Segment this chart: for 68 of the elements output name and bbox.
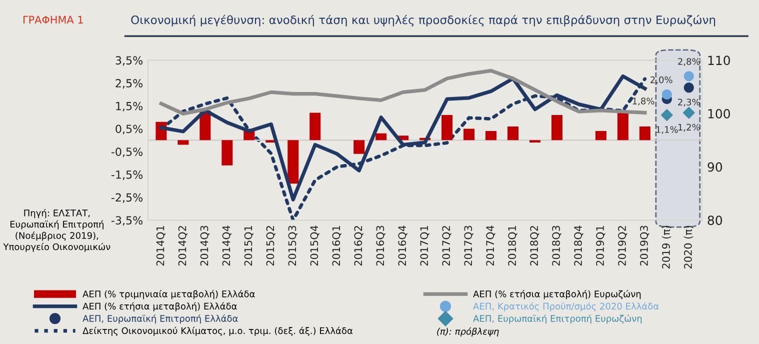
bar	[464, 128, 475, 140]
bar	[595, 131, 606, 140]
bar	[442, 115, 453, 140]
text: (π): πρόβλεψη	[437, 327, 499, 337]
bar	[551, 115, 562, 140]
x-tick-label: 2019Q3	[640, 226, 650, 266]
x-tick-label: 2014Q2	[178, 226, 188, 266]
y-tick-label: 2,5%	[116, 79, 143, 89]
x-tick-label: 2019 (π)	[662, 226, 672, 268]
x-tick-label: 2015Q2	[266, 226, 276, 266]
y-tick-label: 0,5%	[116, 124, 143, 134]
y-tick-label: 1,5%	[116, 102, 143, 112]
x-tick-label: 2014Q4	[222, 226, 232, 266]
text: ΑΕΠ, Κρατικός Προϋπ/σμός 2020 Ελλάδα	[473, 302, 659, 312]
x-tick-label: 2019Q2	[618, 226, 628, 266]
legend-label: ΑΕΠ (% ετήσια μεταβολή) Ευρωζώνη	[473, 290, 641, 300]
text: Πηγή: ΕΛΣΤΑΤ, Ευρωπαϊκή Επιτροπή (Νοέμβριος 2019), Υπουργείο Οικονομικών	[3, 209, 110, 252]
bar	[178, 140, 189, 145]
x-tick-label: 2017Q4	[486, 226, 496, 266]
data-label: 1,2%	[678, 124, 700, 132]
x-tick-label: 2015Q4	[310, 226, 320, 266]
bar	[376, 133, 387, 140]
x-tick-label: 2016Q3	[376, 226, 386, 266]
x-tick-label: 2014Q3	[200, 226, 210, 266]
legend-label: Δείκτης Οικονομικού Κλίματος, μ.ο. τριμ. (δεξ. άξ.) Ελλάδα	[82, 326, 353, 336]
x-tick-label: 2014Q1	[156, 226, 166, 266]
y2-tick-label: 110	[708, 56, 730, 66]
bar	[310, 112, 321, 140]
bar	[507, 126, 518, 140]
x-tick-label: 2018Q2	[530, 226, 540, 266]
text: ΓΡΑΦΗΜΑ 1	[24, 16, 83, 24]
bar	[639, 126, 650, 140]
y-tick-label: -3,5%	[111, 216, 143, 226]
y2-tick-label: 80	[708, 216, 722, 226]
chart-title: Οικονομική μεγέθυνση: ανοδική τάση και υψηλές προσδοκίες παρά την επιβράδυνση στην Ευρωζώνη	[131, 14, 716, 26]
x-tick-label: 2016Q2	[354, 226, 364, 266]
bar	[222, 140, 233, 166]
legend-label: ΑΕΠ (% τριμηνιαία μεταβολή) Ελλάδα	[82, 290, 255, 300]
x-tick-label: 2019Q1	[596, 226, 606, 266]
x-tick-label: 2015Q1	[244, 226, 254, 266]
x-tick-label: 2016Q1	[332, 226, 342, 266]
legend-label: ΑΕΠ, Ευρωπαϊκή Επιτροπή Ευρωζώνη	[473, 314, 642, 324]
x-tick-label: 2020 (π)	[684, 226, 694, 268]
y-tick-label: -2,5%	[111, 193, 143, 203]
x-tick-label: 2018Q3	[552, 226, 562, 266]
x-tick-label: 2017Q1	[420, 226, 430, 266]
data-label: 1,1%	[656, 126, 678, 134]
y2-tick-label: 90	[708, 162, 722, 172]
bar	[617, 112, 628, 140]
bar	[288, 140, 299, 184]
x-tick-label: 2016Q4	[398, 226, 408, 266]
bar	[354, 140, 365, 154]
x-tick-label: 2018Q4	[574, 226, 584, 266]
data-label: 2,3%	[678, 98, 700, 106]
data-label: 1,8%	[632, 98, 654, 106]
y2-tick-label: 100	[708, 108, 730, 118]
y-tick-label: 3,5%	[116, 56, 143, 66]
x-tick-label: 2018Q1	[508, 226, 518, 266]
y-tick-label: -0,5%	[111, 148, 143, 158]
data-label: 2,0%	[650, 76, 672, 84]
bar	[486, 131, 496, 140]
legend-label: ΑΕΠ (% ετήσια μεταβολή) Ελλάδα	[82, 302, 237, 312]
x-tick-label: 2017Q2	[442, 226, 452, 266]
x-tick-label: 2015Q3	[288, 226, 298, 266]
text: ΑΕΠ, Ευρωπαϊκή Επιτροπή Ελλάδα	[82, 314, 238, 324]
y-tick-label: -1,5%	[111, 170, 143, 180]
x-tick-label: 2017Q3	[464, 226, 474, 266]
data-label: 2,8%	[678, 58, 700, 66]
